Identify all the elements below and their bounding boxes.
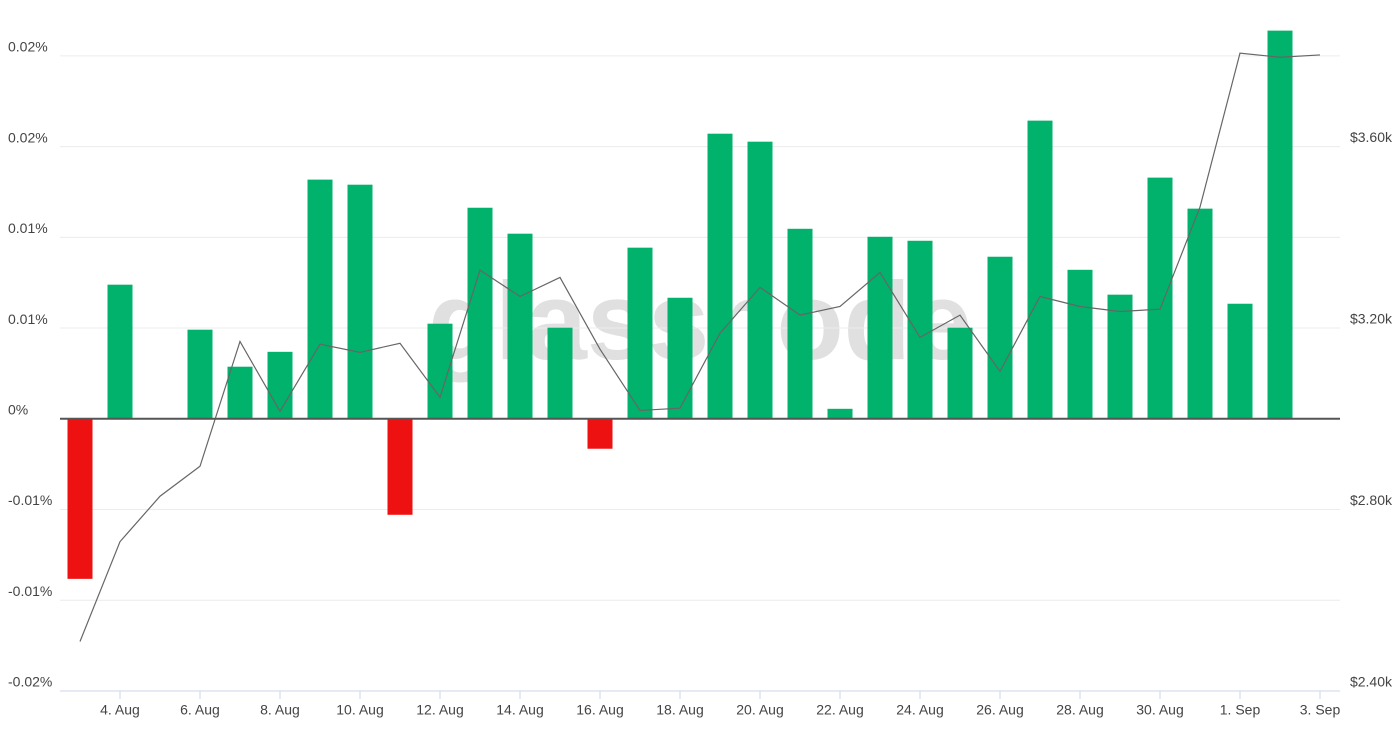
x-tick-label: 14. Aug <box>496 702 544 718</box>
y-tick-label: 0% <box>8 401 28 417</box>
bar <box>1187 208 1213 419</box>
bar <box>747 141 773 419</box>
y-tick-label: 0.01% <box>8 311 48 327</box>
x-tick-label: 20. Aug <box>736 702 784 718</box>
bar <box>1227 303 1253 419</box>
y-tick-label: -0.01% <box>8 492 52 508</box>
bar <box>667 297 693 419</box>
x-tick-label: 6. Aug <box>180 702 220 718</box>
bar <box>467 207 493 419</box>
y-tick-label: -0.01% <box>8 583 52 599</box>
y-tick-label: -0.02% <box>8 674 52 690</box>
bar <box>547 327 573 419</box>
y2-tick-label: $2.80k <box>1350 492 1393 508</box>
bar <box>1027 120 1053 419</box>
x-tick-label: 3. Sep <box>1300 702 1341 718</box>
bar <box>347 184 373 419</box>
x-tick-label: 24. Aug <box>896 702 944 718</box>
x-tick-label: 18. Aug <box>656 702 704 718</box>
bar <box>867 236 893 419</box>
y2-tick-label: $3.60k <box>1350 129 1393 145</box>
x-tick-label: 12. Aug <box>416 702 464 718</box>
bar <box>1067 269 1093 419</box>
y2-tick-label: $2.40k <box>1350 674 1393 690</box>
bar <box>267 351 293 419</box>
y-tick-label: 0.02% <box>8 39 48 55</box>
bar <box>67 418 93 579</box>
y-tick-label: 0.01% <box>8 220 48 236</box>
bar <box>187 329 213 419</box>
x-tick-label: 30. Aug <box>1136 702 1184 718</box>
bar <box>587 418 613 449</box>
bar <box>107 284 133 419</box>
bar <box>1147 177 1173 419</box>
bar <box>1267 30 1293 419</box>
bar <box>987 256 1013 419</box>
x-tick-label: 1. Sep <box>1220 702 1261 718</box>
bar <box>947 327 973 419</box>
bar <box>627 247 653 419</box>
x-tick-label: 16. Aug <box>576 702 624 718</box>
bar <box>307 179 333 419</box>
y2-tick-label: $3.20k <box>1350 311 1393 327</box>
bar <box>787 228 813 419</box>
x-tick-label: 8. Aug <box>260 702 300 718</box>
bar <box>707 133 733 419</box>
x-tick-label: 26. Aug <box>976 702 1024 718</box>
bar <box>507 233 533 419</box>
y-tick-label: 0.02% <box>8 129 48 145</box>
x-tick-label: 4. Aug <box>100 702 140 718</box>
x-tick-label: 22. Aug <box>816 702 864 718</box>
price-line <box>79 52 1321 642</box>
x-tick-label: 28. Aug <box>1056 702 1104 718</box>
x-tick-label: 10. Aug <box>336 702 384 718</box>
bar <box>227 366 253 419</box>
bar <box>827 408 853 419</box>
bar <box>907 240 933 419</box>
bar <box>387 418 413 515</box>
bar <box>1107 294 1133 419</box>
